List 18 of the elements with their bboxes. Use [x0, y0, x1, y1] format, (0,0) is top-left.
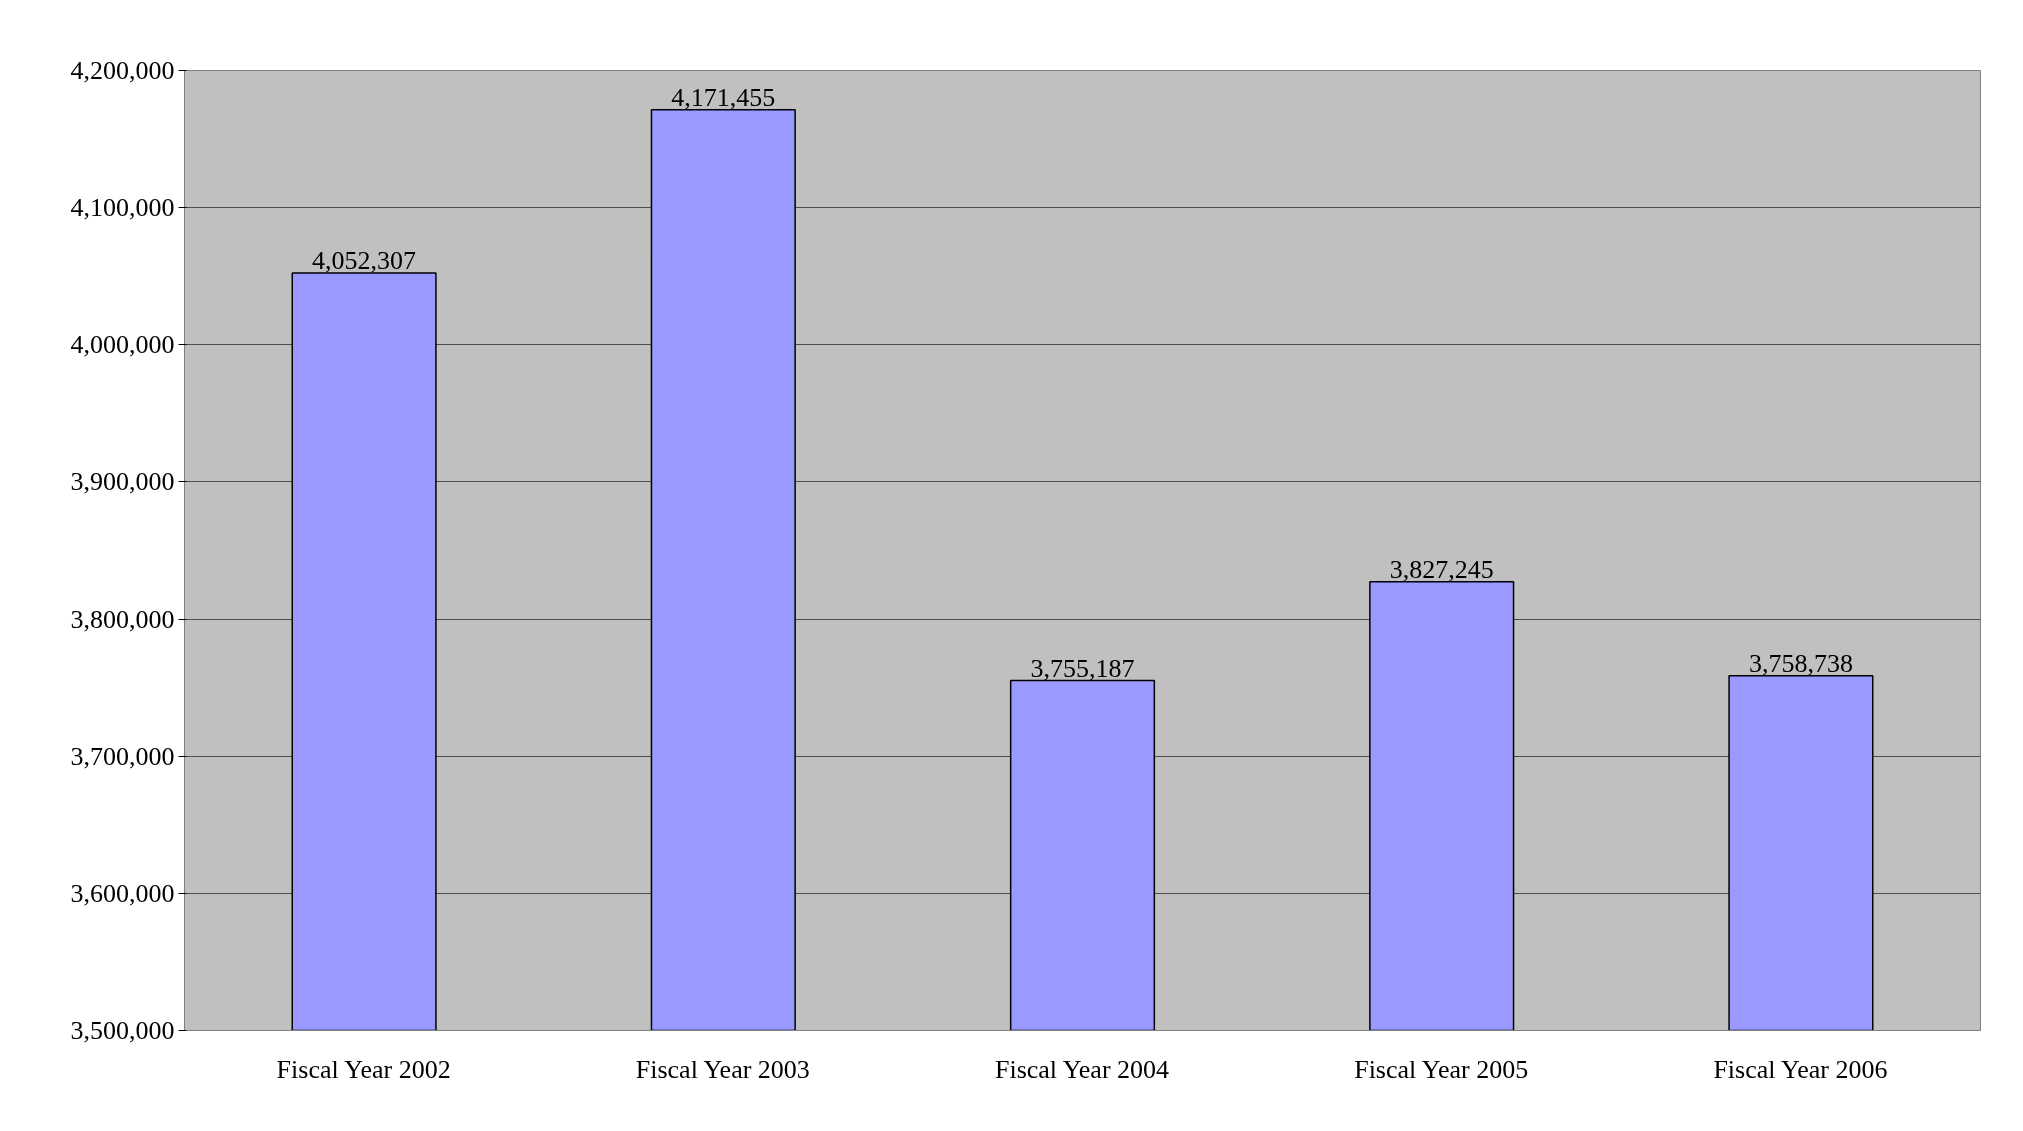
y-tick-label: 4,100,000	[70, 193, 175, 223]
data-label: 3,827,245	[1389, 554, 1494, 584]
y-tick-label: 3,900,000	[70, 467, 175, 497]
y-tick-label: 3,700,000	[70, 741, 175, 771]
y-tick-label: 4,000,000	[70, 330, 175, 360]
x-tick-label: Fiscal Year 2004	[994, 1054, 1170, 1084]
y-tick-label: 4,200,000	[70, 56, 175, 85]
y-tick-label: 3,600,000	[70, 878, 175, 908]
x-tick-label: Fiscal Year 2003	[635, 1054, 810, 1084]
data-label: 4,052,307	[312, 246, 417, 276]
x-tick-label: Fiscal Year 2005	[1354, 1054, 1529, 1084]
y-tick-label: 3,800,000	[70, 604, 175, 634]
data-label: 4,171,455	[671, 82, 776, 112]
y-tick-label: 3,500,000	[70, 1016, 175, 1045]
data-label: 3,758,738	[1748, 648, 1853, 678]
x-tick-label: Fiscal Year 2006	[1713, 1054, 1888, 1084]
x-tick-label: Fiscal Year 2002	[276, 1054, 451, 1084]
data-label: 3,755,187	[1030, 653, 1135, 683]
